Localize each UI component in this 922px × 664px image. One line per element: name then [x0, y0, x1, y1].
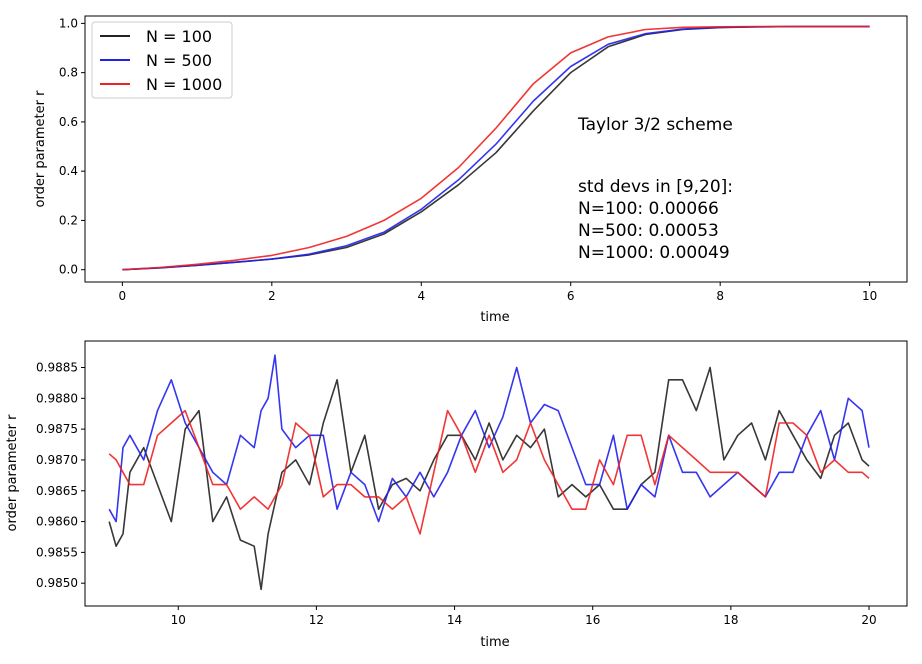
top-y-tick-label: 0.6 [59, 115, 78, 129]
annotation-stddev-n1000: N=1000: 0.00049 [578, 243, 730, 263]
bottom-y-tick-label: 0.9865 [36, 484, 78, 498]
bottom-y-tick-label: 0.9860 [36, 515, 78, 529]
top-panel: 0 2 4 6 8 10 0.0 0.2 0.4 0.6 0.8 1.0 time order pa… [33, 15, 908, 325]
top-y-ticks: 0.0 0.2 0.4 0.6 0.8 1.0 [59, 16, 85, 277]
top-y-tick-label: 0.4 [59, 164, 78, 178]
top-x-tick-label: 10 [862, 289, 877, 303]
top-y-tick-label: 0.2 [59, 213, 78, 227]
top-y-axis-label: order parameter r [33, 90, 48, 208]
bottom-x-tick-label: 12 [309, 613, 324, 627]
annotation-scheme: Taylor 3/2 scheme [577, 115, 733, 135]
bottom-x-tick-label: 16 [585, 613, 600, 627]
bottom-y-axis-label: order parameter r [5, 414, 20, 532]
legend-label-n1000: N = 1000 [146, 75, 222, 94]
bottom-series-lines [108, 354, 870, 591]
bottom-x-axis-label: time [480, 635, 509, 650]
top-x-tick-label: 0 [119, 289, 127, 303]
bottom-series-line-2 [108, 409, 870, 535]
annotation-stddev-n100: N=100: 0.00066 [578, 199, 719, 219]
top-series-lines [122, 25, 870, 271]
top-x-axis-label: time [480, 310, 509, 325]
bottom-y-tick-label: 0.9870 [36, 453, 78, 467]
bottom-x-tick-label: 14 [447, 613, 462, 627]
bottom-x-tick-label: 18 [723, 613, 738, 627]
top-x-tick-label: 2 [268, 289, 276, 303]
bottom-y-tick-label: 0.9875 [36, 422, 78, 436]
bottom-y-tick-label: 0.9880 [36, 391, 78, 405]
legend-label-n500: N = 500 [146, 51, 212, 70]
bottom-x-tick-label: 10 [171, 613, 186, 627]
legend-box [91, 21, 233, 99]
top-y-tick-label: 0.0 [59, 263, 78, 277]
bottom-panel: 10 12 14 16 18 20 0.98500.98550.98600.98650.9… [5, 340, 908, 650]
bottom-x-ticks: 10 12 14 16 18 20 [171, 606, 877, 627]
bottom-y-tick-label: 0.9850 [36, 576, 78, 590]
bottom-y-tick-label: 0.9885 [36, 361, 78, 375]
legend: N = 100 N = 500 N = 1000 [91, 21, 233, 99]
top-x-ticks: 0 2 4 6 8 10 [119, 282, 877, 303]
top-x-tick-label: 6 [567, 289, 575, 303]
bottom-y-ticks: 0.9850 0.9855 0.9860 0.9865 0.9870 0.9875 0.98… [36, 361, 85, 590]
top-y-tick-label: 0.8 [59, 66, 78, 80]
bottom-y-tick-label: 0.9855 [36, 545, 78, 559]
top-x-tick-label: 8 [716, 289, 724, 303]
bottom-series-line-0 [108, 366, 870, 591]
bottom-x-tick-label: 20 [861, 613, 876, 627]
top-series-line-2 [122, 25, 870, 271]
top-y-tick-label: 1.0 [59, 16, 78, 30]
top-x-tick-label: 4 [417, 289, 425, 303]
legend-label-n100: N = 100 [146, 27, 212, 46]
annotation-stddev-n500: N=500: 0.00053 [578, 221, 719, 241]
annotation-stddev-header: std devs in [9,20]: [578, 177, 733, 197]
